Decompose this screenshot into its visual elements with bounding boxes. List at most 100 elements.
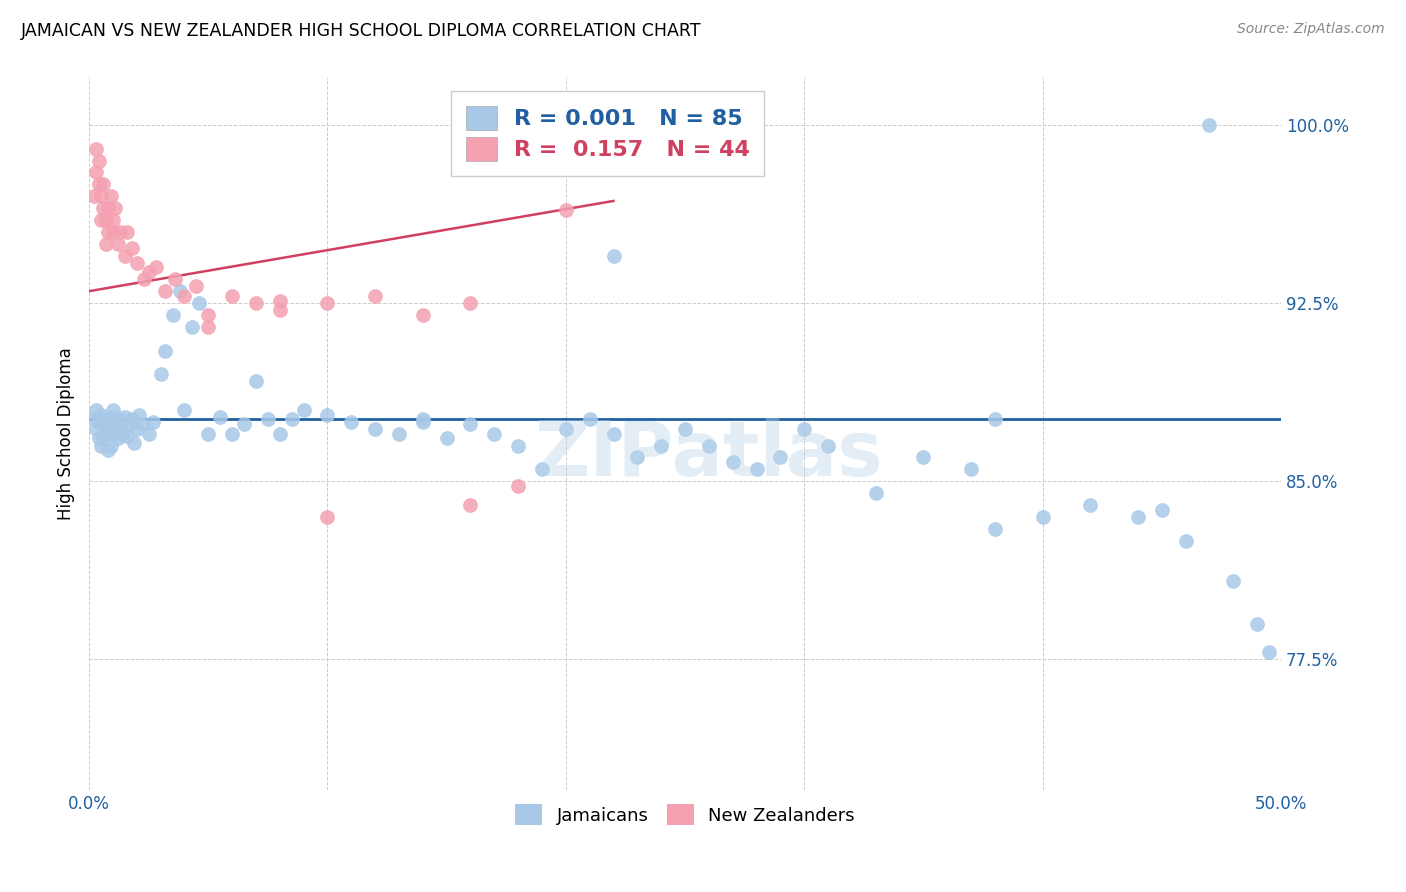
Text: Source: ZipAtlas.com: Source: ZipAtlas.com (1237, 22, 1385, 37)
Point (1198, 118, 1220, 132)
Point (269, 426, 291, 441)
Point (87, 178, 110, 192)
Point (912, 450, 935, 465)
Point (554, 203, 576, 218)
Point (173, 403, 195, 417)
Point (186, 279, 208, 293)
Point (83, 189, 105, 203)
Point (650, 438, 672, 452)
Point (1078, 498, 1101, 512)
Point (131, 417, 153, 432)
Point (97, 225, 120, 239)
Text: JAMAICAN VS NEW ZEALANDER HIGH SCHOOL DIPLOMA CORRELATION CHART: JAMAICAN VS NEW ZEALANDER HIGH SCHOOL DI… (21, 22, 702, 40)
Point (984, 412, 1007, 426)
Point (412, 308, 434, 322)
Point (865, 486, 887, 500)
Point (101, 213, 124, 227)
Point (100, 189, 122, 203)
Point (100, 410, 122, 425)
Point (1126, 509, 1149, 524)
Point (169, 284, 191, 298)
Point (155, 343, 177, 358)
Point (84, 165, 107, 179)
Point (115, 429, 138, 443)
Point (145, 260, 167, 275)
Point (460, 417, 482, 432)
Point (138, 265, 160, 279)
Point (364, 289, 387, 303)
Point (97, 201, 120, 215)
Point (484, 426, 506, 441)
Point (114, 249, 136, 263)
Point (104, 201, 127, 215)
Point (436, 432, 458, 446)
Point (1258, 645, 1281, 659)
Point (769, 450, 792, 465)
Point (97, 415, 120, 429)
Point (84, 422, 107, 436)
Point (817, 438, 839, 452)
Point (125, 422, 148, 436)
Point (173, 289, 195, 303)
Point (1150, 502, 1173, 516)
Point (460, 296, 482, 310)
Point (94, 412, 117, 426)
Point (128, 408, 150, 422)
Point (104, 417, 127, 432)
Point (107, 432, 129, 446)
Point (83, 412, 105, 426)
Point (101, 225, 124, 239)
Point (101, 403, 124, 417)
Point (118, 417, 141, 432)
Point (721, 455, 744, 469)
Point (984, 522, 1007, 536)
Point (101, 426, 124, 441)
Point (90, 213, 112, 227)
Point (1032, 509, 1054, 524)
Point (155, 284, 177, 298)
Point (245, 375, 267, 389)
Point (87, 432, 110, 446)
Point (100, 438, 122, 452)
Point (530, 462, 553, 476)
Point (412, 415, 434, 429)
Point (97, 443, 120, 458)
Legend: Jamaicans, New Zealanders: Jamaicans, New Zealanders (506, 796, 863, 834)
Point (578, 412, 600, 426)
Point (94, 236, 117, 251)
Point (388, 426, 411, 441)
Point (316, 296, 339, 310)
Point (316, 509, 339, 524)
Point (162, 308, 184, 322)
Point (673, 422, 696, 436)
Point (121, 412, 143, 426)
Point (245, 296, 267, 310)
Point (163, 272, 186, 286)
Point (125, 255, 148, 269)
Point (187, 296, 209, 310)
Point (149, 368, 172, 382)
Point (93, 429, 115, 443)
Point (257, 412, 280, 426)
Point (84, 403, 107, 417)
Point (316, 408, 339, 422)
Point (221, 426, 243, 441)
Point (114, 410, 136, 425)
Point (87, 415, 110, 429)
Point (793, 422, 815, 436)
Point (138, 426, 160, 441)
Point (121, 242, 143, 256)
Point (364, 422, 387, 436)
Point (90, 189, 112, 203)
Point (280, 412, 302, 426)
Point (108, 225, 131, 239)
Point (697, 438, 720, 452)
Point (460, 498, 482, 512)
Point (1174, 533, 1197, 548)
Point (90, 408, 112, 422)
Point (108, 422, 131, 436)
Point (93, 178, 115, 192)
Point (93, 201, 115, 215)
Point (269, 303, 291, 318)
Point (94, 213, 117, 227)
